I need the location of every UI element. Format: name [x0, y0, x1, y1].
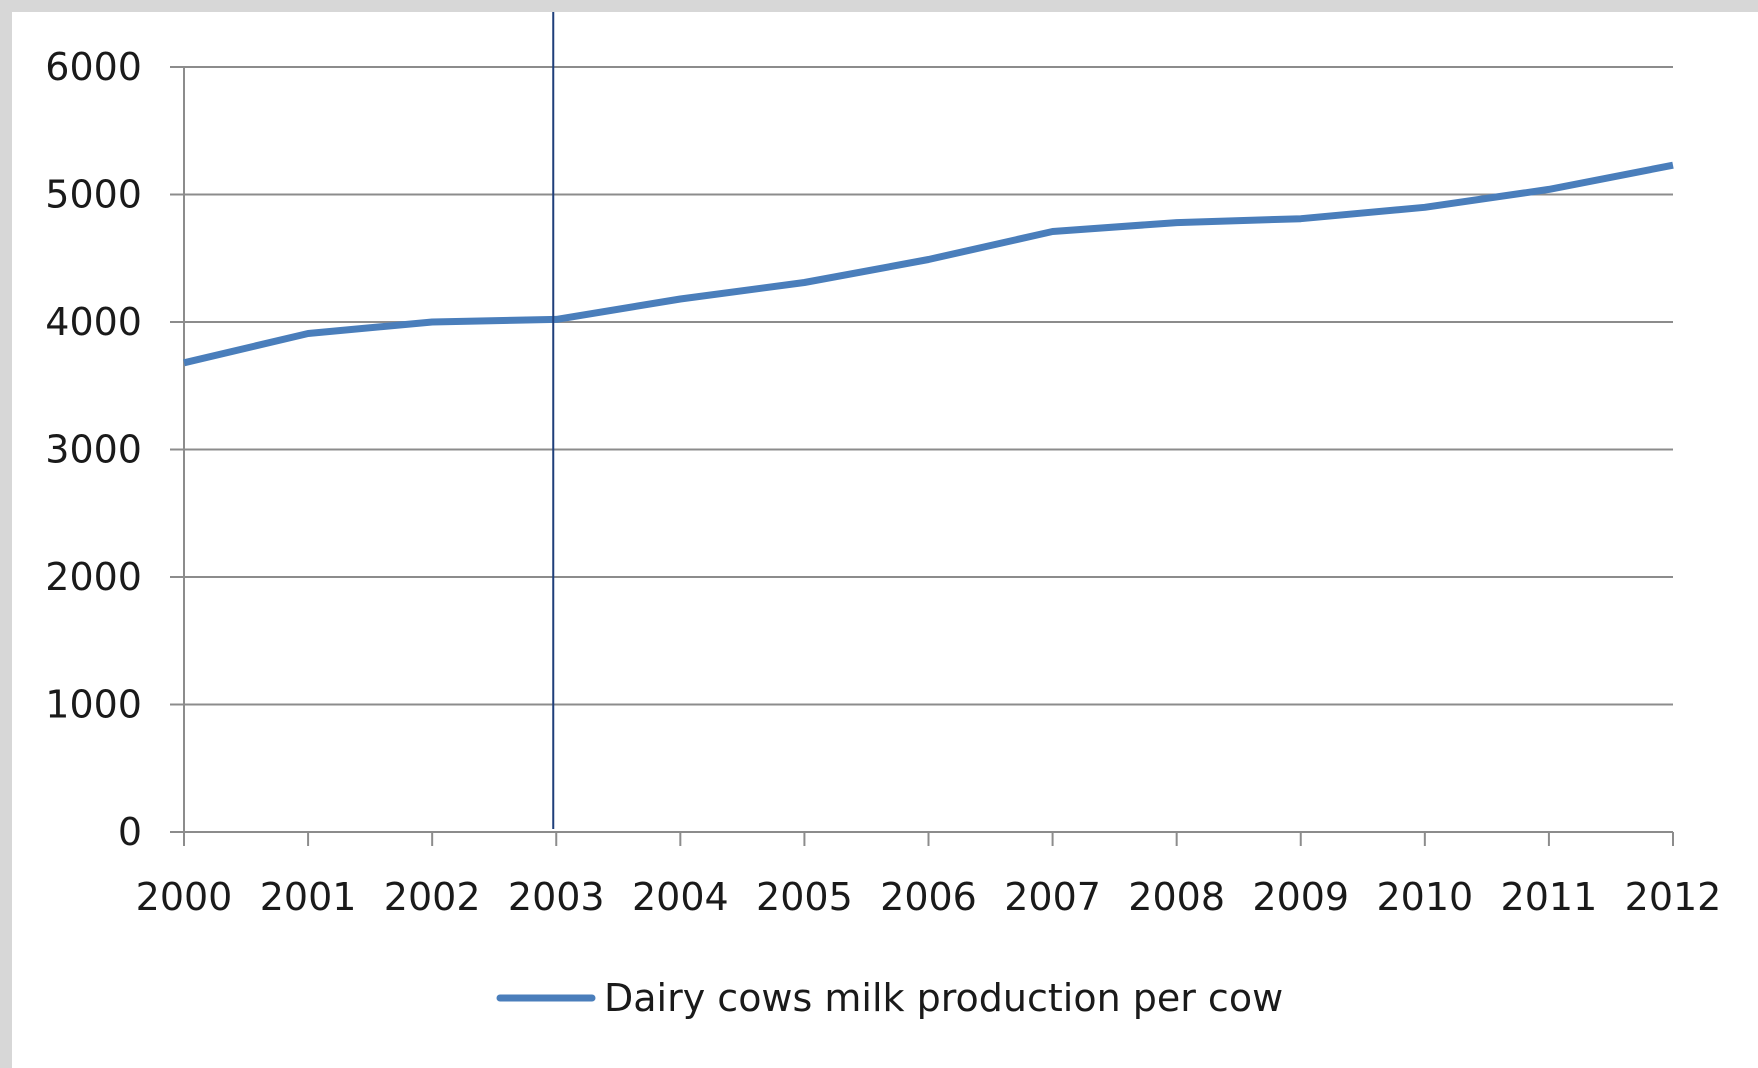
x-tick-label: 2007 — [1004, 875, 1101, 919]
x-tick-label: 2002 — [384, 875, 481, 919]
y-tick-label: 2000 — [45, 555, 142, 599]
x-tick-label: 2003 — [508, 875, 605, 919]
x-tick-label: 2004 — [632, 875, 729, 919]
y-tick-label: 5000 — [45, 173, 142, 217]
x-tick-label: 2000 — [136, 875, 233, 919]
x-tick-label: 2010 — [1376, 875, 1473, 919]
y-tick-label: 6000 — [45, 45, 142, 89]
x-tick-label: 2009 — [1252, 875, 1349, 919]
x-tick-label: 2011 — [1501, 875, 1598, 919]
x-tick-labels: 2000 2001 2002 2003 2004 2005 2006 2007 2008 2009… — [136, 875, 1722, 919]
x-tick-label: 2001 — [260, 875, 357, 919]
gridlines — [184, 66, 1673, 706]
legend: Dairy cows milk production per cow — [496, 976, 1283, 1020]
y-tick-label: 3000 — [45, 428, 142, 472]
x-tick-label: 2012 — [1625, 875, 1722, 919]
y-tick-label: 0 — [118, 810, 142, 854]
x-tick-label: 2006 — [880, 875, 977, 919]
x-tick-label: 2005 — [756, 875, 853, 919]
y-tick-label: 1000 — [45, 683, 142, 727]
x-tick-label: 2008 — [1128, 875, 1225, 919]
axes — [170, 66, 1674, 846]
y-tick-label: 4000 — [45, 300, 142, 344]
legend-label: Dairy cows milk production per cow — [604, 976, 1283, 1020]
y-tick-labels: 0 1000 2000 3000 4000 5000 6000 — [45, 45, 142, 854]
series-layer — [183, 161, 1674, 367]
